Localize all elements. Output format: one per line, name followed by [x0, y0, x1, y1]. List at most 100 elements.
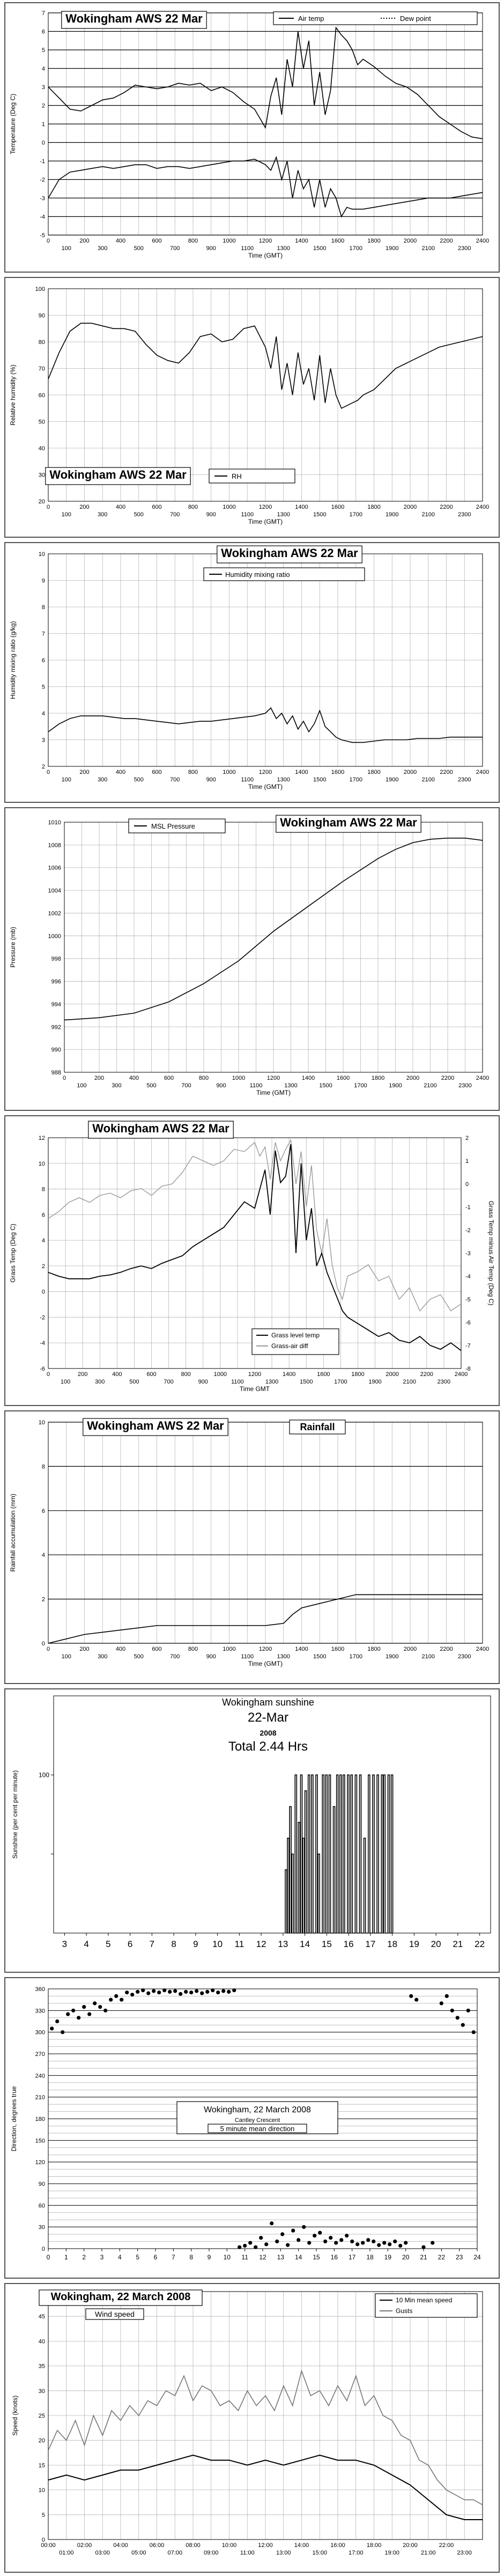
chart-title: Wokingham AWS 22 Mar	[49, 468, 187, 481]
x-tick-label-upper: 0	[63, 1075, 66, 1081]
direction-point	[61, 2030, 65, 2035]
x-tick-label-upper: 1600	[337, 1075, 350, 1081]
x-tick-label: 700	[164, 1379, 173, 1385]
y-tick-label: -6	[40, 1366, 45, 1372]
y-tick-label: 180	[35, 2116, 45, 2123]
x-tick-label: 2300	[458, 245, 471, 252]
x-tick-label: 1500	[319, 1082, 332, 1089]
legend-label-0: Grass level temp	[271, 1331, 320, 1339]
x-tick-label-upper: 2200	[440, 238, 453, 244]
y-tick-label: 6	[42, 657, 45, 664]
x-tick-label: 5	[136, 2253, 139, 2261]
x-tick-label: 500	[134, 1653, 144, 1660]
x-tick-label-upper: 600	[146, 1371, 156, 1378]
direction-point	[82, 2005, 86, 2009]
x-tick-label-upper: 02:00	[77, 2542, 92, 2549]
x-tick-label: 5	[106, 1939, 110, 1949]
y-tick-label: 5	[42, 2512, 45, 2519]
direction-point	[439, 2001, 443, 2006]
y-tick-label: 25	[39, 2413, 45, 2419]
sunshine-bars	[285, 1774, 394, 1934]
y-tick-label: 2	[42, 1597, 45, 1603]
y-tick-label: 80	[39, 339, 45, 346]
x-tick-label-upper: 12:00	[258, 2542, 273, 2549]
chart-title-box	[61, 11, 207, 29]
x-tick-label: 23	[456, 2253, 463, 2261]
x-tick-label-upper: 00:00	[41, 2542, 56, 2549]
chart-title-box	[217, 545, 362, 564]
x-tick-label: 4	[84, 1939, 88, 1949]
y-tick-label: 8	[42, 1463, 45, 1470]
direction-point	[350, 2240, 354, 2244]
y-tick-label: 90	[39, 313, 45, 319]
y-tick-label: 50	[39, 419, 45, 426]
direction-point	[50, 2026, 54, 2031]
x-tick-label-upper: 08:00	[186, 2542, 201, 2549]
chart-title: Wokingham, 22 March 2008	[51, 2291, 191, 2303]
x-tick-label-upper: 0	[47, 769, 50, 775]
x-tick-label: 03:00	[95, 2550, 110, 2556]
series-line-0	[48, 26, 483, 140]
x-tick-label: 8	[171, 1939, 176, 1949]
direction-point	[173, 1989, 177, 1993]
x-tick-label: 24	[473, 2253, 481, 2261]
chart-title-box	[83, 1418, 228, 1436]
direction-point	[398, 2244, 403, 2248]
x-tick-label: 1900	[386, 777, 398, 783]
x-tick-label-upper: 800	[188, 1646, 198, 1652]
x-tick-label: 500	[129, 1379, 139, 1385]
x-tick-label: 900	[216, 1082, 226, 1089]
direction-point	[329, 2236, 333, 2240]
x-tick-label-upper: 2000	[404, 504, 417, 510]
x-tick-label: 3	[62, 1939, 67, 1949]
x-tick-label-upper: 1000	[232, 1075, 245, 1081]
y-tick-label: 10	[39, 2487, 45, 2494]
y2-tick-label: -5	[465, 1297, 471, 1303]
chart-subtitle: 22-Mar	[248, 1710, 288, 1725]
x-tick-label: 900	[206, 511, 216, 518]
y-tick-label: 996	[51, 979, 61, 985]
x-tick-label-upper: 800	[188, 238, 198, 244]
x-tick-label: 1300	[277, 511, 290, 518]
x-tick-label: 13	[277, 2253, 285, 2261]
direction-point	[200, 1991, 204, 1995]
chart-wind-speed: 0510152025303540455000:0002:0004:0006:00…	[4, 2283, 500, 2573]
x-tick-label: 0	[47, 2253, 50, 2261]
y-tick-label: 0	[42, 1289, 45, 1296]
y-axis-label: Direction, degrees true	[10, 2086, 18, 2151]
x-tick-label: 16	[344, 1939, 354, 1949]
direction-point	[146, 1991, 151, 1995]
legend-box	[128, 818, 226, 833]
direction-point	[232, 1988, 236, 1993]
x-tick-label: 7	[150, 1939, 154, 1949]
chart-sunshine: 3 4 5 6 7 8 9 10 11 12 13 14 15 16 17 18 19 20 21 22 100 Suns…	[4, 1688, 500, 1973]
direction-point	[388, 2242, 392, 2246]
y-tick-label: 90	[39, 2181, 45, 2187]
plot-frame	[48, 12, 483, 236]
y-tick-label: -3	[40, 195, 45, 202]
y-axis-label: Temperature (Deg C)	[9, 94, 17, 155]
x-axis-label: Time (GMT)	[248, 783, 283, 791]
x-tick-label: 13	[278, 1939, 288, 1949]
x-tick-label-upper: 14:00	[294, 2542, 309, 2549]
y-tick-label: 0	[42, 2537, 45, 2543]
x-axis-label: Time (GMT)	[256, 1089, 291, 1096]
y-tick-label: 45	[39, 2314, 45, 2320]
direction-point	[55, 2019, 60, 2024]
x-tick-label: 15:00	[312, 2550, 327, 2556]
y-tick-label: 2	[42, 103, 45, 109]
x-tick-label: 1900	[389, 1082, 402, 1089]
direction-point	[275, 2240, 279, 2244]
x-tick-label: 1100	[241, 777, 254, 783]
direction-point	[130, 1993, 135, 1997]
direction-point	[93, 2001, 97, 2006]
direction-point	[259, 2236, 263, 2240]
y-tick-label: 5	[42, 47, 45, 54]
y-tick-label: 12	[39, 1135, 45, 1141]
x-tick-label: 05:00	[131, 2550, 146, 2556]
y-tick-label: 998	[51, 956, 61, 962]
x-tick-label: 300	[98, 245, 107, 252]
x-tick-label: 1500	[313, 511, 326, 518]
x-tick-label-upper: 400	[116, 1646, 125, 1652]
